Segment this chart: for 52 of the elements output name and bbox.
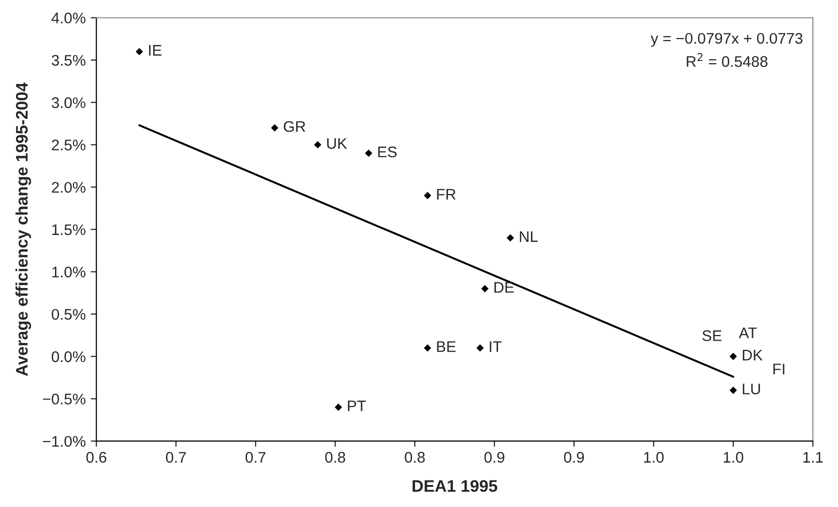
x-tick-label: 0.8 bbox=[325, 452, 346, 463]
y-tick-label: 0.0% bbox=[52, 351, 86, 362]
point bbox=[136, 48, 144, 56]
annotation: R$^{2}$ = 0.5488 bbox=[686, 53, 768, 67]
annotation: IE bbox=[149, 45, 162, 56]
x-tick-label: 1.0 bbox=[644, 452, 664, 463]
y-tick-label: −0.5% bbox=[42, 394, 86, 404]
y-tick-label: 0.5% bbox=[52, 308, 86, 320]
y-axis-title: Average efficiency change 1995-2004 bbox=[15, 82, 32, 376]
point bbox=[506, 234, 514, 242]
annotation: AT bbox=[738, 328, 757, 338]
y-tick-label: 1.0% bbox=[52, 266, 86, 278]
point bbox=[314, 141, 322, 148]
x-tick-label: 0.7 bbox=[166, 452, 186, 463]
y-tick-label: −1.0% bbox=[42, 436, 86, 447]
point bbox=[424, 344, 432, 352]
annotation: UK bbox=[327, 138, 348, 149]
point bbox=[476, 344, 484, 352]
annotation: y = −0.0797x + 0.0773 bbox=[650, 32, 802, 47]
x-tick-label: 0.7 bbox=[246, 452, 266, 463]
y-tick-label: 2.0% bbox=[52, 182, 86, 193]
annotation: LU bbox=[742, 384, 760, 394]
annotation: ES bbox=[378, 146, 397, 158]
point bbox=[730, 386, 737, 394]
annotation: BE bbox=[437, 341, 456, 352]
y-tick-label: 3.5% bbox=[52, 54, 86, 66]
annotation: SE bbox=[702, 330, 722, 342]
annotation: FI bbox=[773, 364, 784, 374]
y-tick-label: 2.5% bbox=[52, 140, 86, 150]
point bbox=[364, 150, 372, 157]
point bbox=[334, 404, 342, 411]
annotation: IT bbox=[490, 341, 502, 352]
annotation: NL bbox=[520, 231, 538, 242]
y-tick-label: 4.0% bbox=[51, 12, 86, 24]
point bbox=[271, 124, 278, 132]
annotation: FR bbox=[437, 188, 456, 200]
point bbox=[481, 285, 489, 292]
x-tick-label: 0.8 bbox=[404, 452, 425, 463]
annotation: GR bbox=[284, 121, 306, 132]
x-tick-label: 0.9 bbox=[564, 452, 584, 463]
annotation: DK bbox=[742, 350, 763, 360]
y-tick-label: 1.5% bbox=[52, 224, 86, 236]
point bbox=[730, 352, 737, 360]
point bbox=[424, 192, 432, 200]
x-tick-label: 1.0 bbox=[724, 452, 744, 463]
annotation: PT bbox=[348, 400, 366, 412]
annotation: DE bbox=[494, 282, 514, 293]
x-tick-label: 0.6 bbox=[86, 452, 106, 463]
x-tick-label: 1.1 bbox=[803, 452, 823, 463]
x-axis-title: DEA1 1995 bbox=[412, 480, 498, 492]
x-tick-label: 0.9 bbox=[484, 452, 504, 463]
y-tick-label: 3.0% bbox=[52, 97, 86, 108]
